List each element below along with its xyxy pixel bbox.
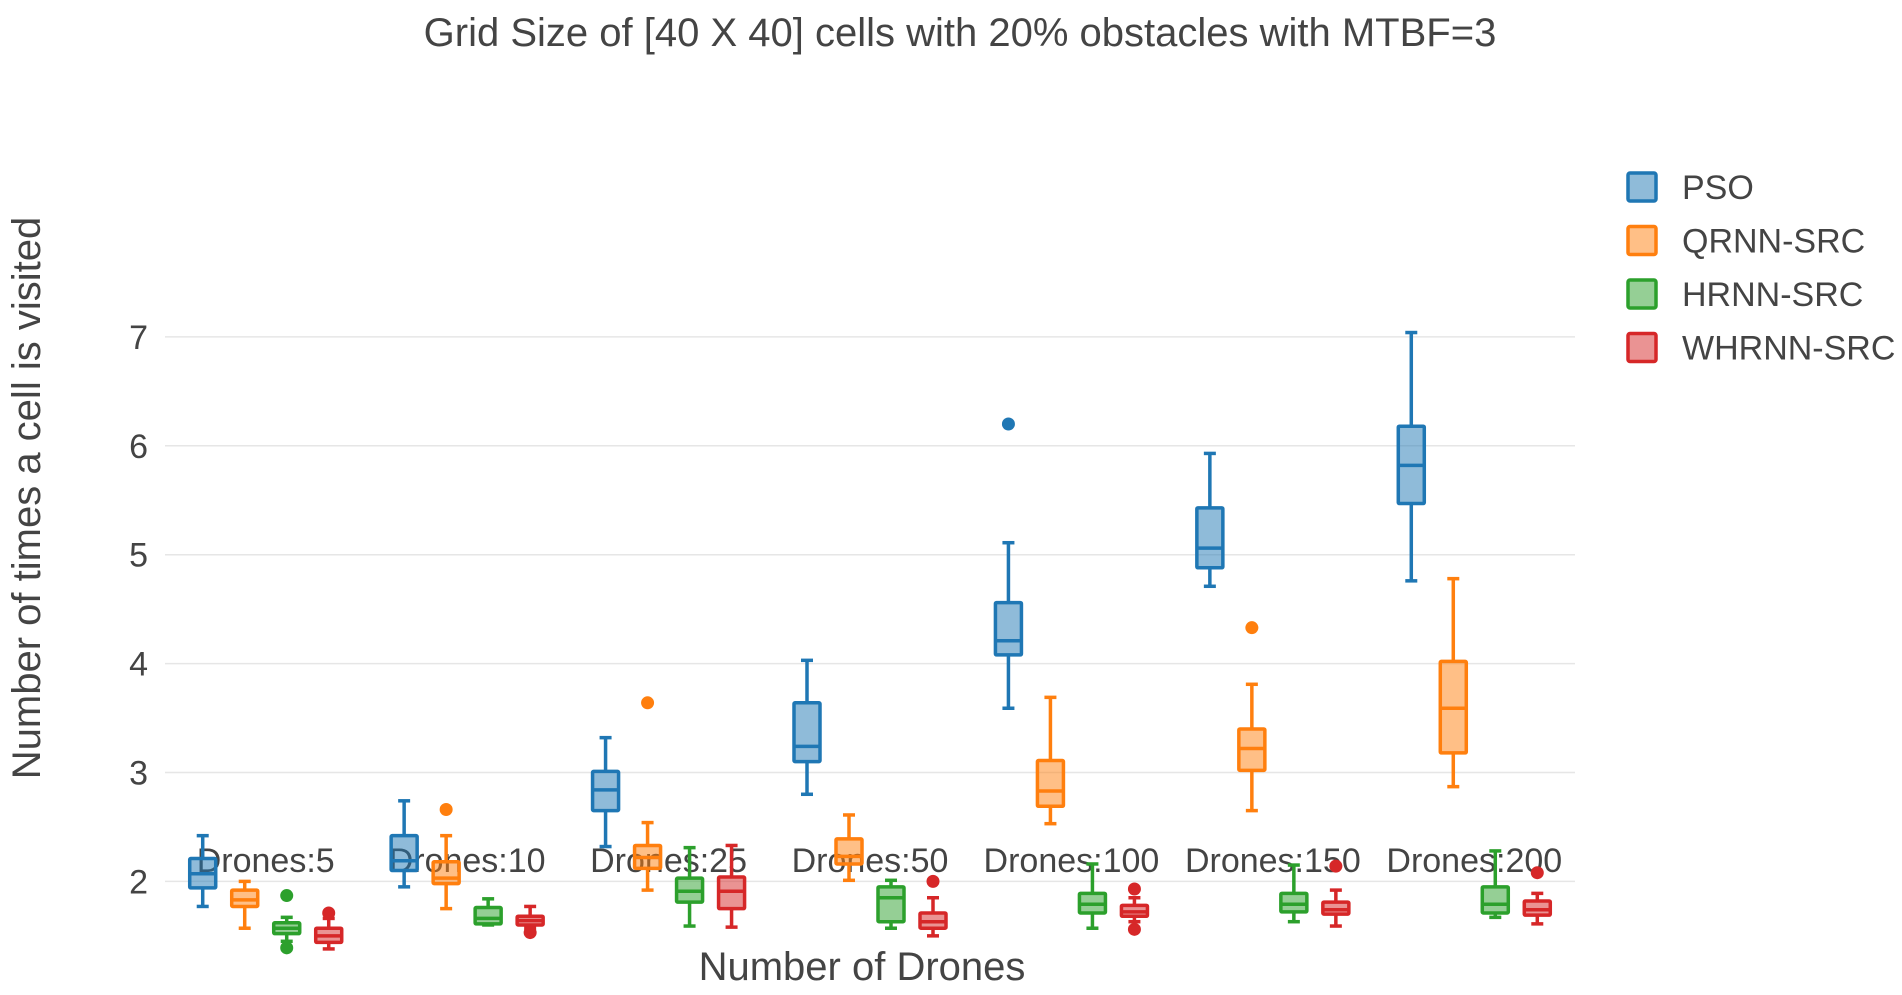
box-qrnn-src-2[interactable]	[431, 803, 461, 911]
box-iqr	[431, 860, 461, 886]
x-tick-label: Drones:50	[792, 842, 949, 880]
y-tick-label: 3	[129, 755, 148, 793]
outlier-point[interactable]	[641, 696, 655, 710]
box-pso-4[interactable]	[792, 658, 822, 797]
plot-area	[187, 330, 1553, 955]
outlier-point[interactable]	[439, 803, 453, 817]
box-qrnn-src-6[interactable]	[1237, 621, 1267, 813]
y-tick-label: 7	[129, 319, 148, 357]
box-hrnn-src-4[interactable]	[876, 878, 906, 930]
box-qrnn-src-5[interactable]	[1035, 695, 1066, 826]
outlier-point[interactable]	[322, 906, 336, 920]
legend-item-hrnn-src[interactable]: HRNN-SRC	[1626, 276, 1863, 314]
box-pso-5[interactable]	[993, 417, 1024, 710]
y-axis: 2 3 4 5 6 7	[129, 319, 148, 902]
gridlines	[165, 336, 1575, 883]
x-tick-label: Drones:5	[197, 842, 335, 880]
x-tick-label: Drones:25	[590, 842, 747, 880]
box-pso-1[interactable]	[187, 833, 218, 909]
legend-label: PSO	[1682, 169, 1754, 207]
box-hrnn-src-2[interactable]	[473, 897, 503, 927]
outlier-point[interactable]	[280, 889, 294, 903]
box-whrnn-src-7[interactable]	[1522, 866, 1553, 926]
box-iqr	[792, 701, 822, 764]
box-hrnn-src-6[interactable]	[1279, 863, 1309, 924]
legend-item-pso[interactable]: PSO	[1626, 169, 1754, 207]
box-whrnn-src-3[interactable]	[716, 843, 747, 929]
box-whrnn-src-4[interactable]	[918, 874, 948, 938]
box-iqr	[473, 905, 503, 926]
box-iqr	[1480, 885, 1511, 915]
outlier-point[interactable]	[1001, 417, 1015, 431]
legend-swatch	[1626, 171, 1658, 203]
legend-label: QRNN-SRC	[1682, 223, 1865, 261]
box-hrnn-src-1[interactable]	[271, 889, 302, 955]
outlier-point[interactable]	[1329, 859, 1343, 873]
box-iqr	[834, 837, 864, 866]
chart-title: Grid Size of [40 X 40] cells with 20% ob…	[424, 11, 1497, 55]
box-iqr	[1035, 758, 1066, 809]
box-qrnn-src-4[interactable]	[834, 813, 864, 883]
box-qrnn-src-7[interactable]	[1438, 576, 1469, 789]
box-qrnn-src-1[interactable]	[229, 879, 260, 930]
box-qrnn-src-3[interactable]	[632, 696, 663, 892]
box-pso-2[interactable]	[389, 799, 419, 889]
outlier-point[interactable]	[1127, 922, 1141, 936]
x-axis: Drones:5 Drones:10 Drones:25 Drones:50 Drone…	[197, 842, 1562, 880]
box-whrnn-src-5[interactable]	[1119, 882, 1150, 936]
y-tick-label: 6	[129, 428, 148, 466]
legend-swatch	[1626, 278, 1658, 310]
box-whrnn-src-1[interactable]	[313, 906, 344, 951]
legend-item-whrnn-src[interactable]: WHRNN-SRC	[1626, 330, 1895, 368]
y-tick-label: 2	[129, 863, 148, 901]
legend-swatch	[1626, 224, 1658, 257]
box-iqr	[389, 833, 419, 873]
legend-label: HRNN-SRC	[1682, 276, 1863, 314]
box-whrnn-src-2[interactable]	[515, 904, 545, 940]
y-tick-label: 4	[129, 646, 148, 684]
legend-label: WHRNN-SRC	[1682, 330, 1895, 368]
outlier-point[interactable]	[1530, 866, 1544, 880]
box-hrnn-src-7[interactable]	[1480, 849, 1511, 920]
legend[interactable]: PSO QRNN-SRC HRNN-SRC WHRNN-SRC	[1626, 169, 1895, 368]
legend-item-qrnn-src[interactable]: QRNN-SRC	[1626, 223, 1865, 261]
box-hrnn-src-5[interactable]	[1077, 862, 1108, 930]
x-tick-label: Drones:150	[1185, 842, 1361, 880]
y-tick-label: 5	[129, 537, 148, 575]
box-pso-3[interactable]	[590, 735, 621, 849]
outlier-point[interactable]	[926, 874, 940, 888]
y-axis-label: Number of times a cell is visited	[5, 217, 49, 779]
outlier-point[interactable]	[1245, 621, 1259, 635]
box-pso-6[interactable]	[1195, 451, 1225, 589]
box-whrnn-src-6[interactable]	[1321, 859, 1351, 928]
outlier-point[interactable]	[280, 941, 294, 955]
x-axis-label: Number of Drones	[699, 945, 1026, 989]
outlier-point[interactable]	[523, 926, 537, 940]
box-iqr	[876, 885, 906, 924]
x-tick-label: Drones:100	[984, 842, 1160, 880]
box-iqr	[993, 600, 1024, 657]
box-pso-7[interactable]	[1396, 330, 1427, 583]
outlier-point[interactable]	[1127, 882, 1141, 896]
legend-swatch	[1626, 331, 1658, 364]
box-hrnn-src-3[interactable]	[674, 845, 705, 928]
box-iqr	[1195, 506, 1225, 570]
